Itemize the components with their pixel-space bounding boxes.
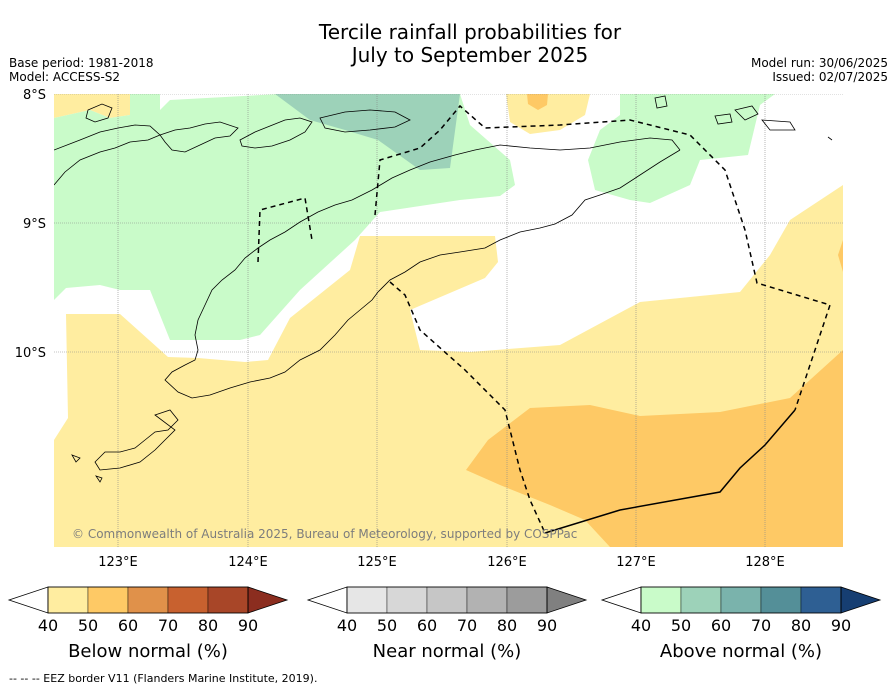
coastline-alor <box>239 117 313 149</box>
lon-label-128e: 128°E <box>745 555 785 570</box>
below-normal-60-region <box>466 350 843 547</box>
coastline-wetar <box>319 109 411 133</box>
legend-below-tick-50: 50 <box>78 616 98 635</box>
legend-above-tick-60: 60 <box>711 616 731 635</box>
legend-below-tick-90: 90 <box>238 616 258 635</box>
legend-above-normal: 40 50 60 70 80 90 Above normal (%) <box>600 586 882 662</box>
legend-above-upper-extension <box>840 586 882 614</box>
model-label: Model: ACCESS-S2 <box>9 70 121 84</box>
lon-label-123e: 123°E <box>98 555 138 570</box>
legend-below-tick-70: 70 <box>158 616 178 635</box>
lon-label-126e: 126°E <box>487 555 527 570</box>
eez-footer-note: -- -- -- EEZ border V11 (Flanders Marine… <box>9 672 318 685</box>
map-title-line1: Tercile rainfall probabilities for <box>318 20 622 44</box>
lat-label-8s: 8°S <box>23 88 46 103</box>
issued-label: Issued: 02/07/2025 <box>772 70 888 84</box>
legend-near-frame <box>346 586 548 614</box>
legend-near-upper-extension <box>546 586 588 614</box>
legend-below-tick-60: 60 <box>118 616 138 635</box>
map-title-line2: July to September 2025 <box>351 43 589 67</box>
coastline-timor <box>164 137 681 399</box>
coastline-north-small-6 <box>827 136 833 141</box>
legend-above-tick-70: 70 <box>751 616 771 635</box>
legend-above-swatch-50 <box>680 586 722 614</box>
above-normal-50-region-east <box>588 94 775 203</box>
coastline-flores-alor <box>54 124 161 186</box>
coastline-north-small-5 <box>761 119 796 131</box>
legend-below-lower-extension <box>7 586 49 614</box>
legend-above-tick-80: 80 <box>791 616 811 635</box>
legend-near-lower-extension <box>306 586 348 614</box>
legend-above-frame <box>640 586 842 614</box>
legend-above-swatch-60 <box>720 586 762 614</box>
legend-above-tick-90: 90 <box>831 616 851 635</box>
legend-near-swatch-60 <box>426 586 468 614</box>
above-normal-60-region <box>275 94 460 170</box>
coastline-sawu <box>71 454 81 463</box>
legend-below-upper-extension <box>247 586 289 614</box>
legend-near-tick-70: 70 <box>457 616 477 635</box>
lat-label-10s: 10°S <box>15 346 46 361</box>
coastline-north-islands <box>159 121 239 153</box>
copyright-notice: © Commonwealth of Australia 2025, Bureau… <box>72 527 577 541</box>
eez-border <box>257 104 831 534</box>
coastlines <box>54 95 833 483</box>
coastline-north-small-1 <box>85 103 113 123</box>
legend-above-label: Above normal (%) <box>660 641 822 662</box>
legend-above-tick-40: 40 <box>631 616 651 635</box>
legend-near-swatch-70 <box>466 586 508 614</box>
legend-above-lower-extension <box>600 586 642 614</box>
map-area: © Commonwealth of Australia 2025, Bureau… <box>54 94 843 547</box>
legend-below-tick-80: 80 <box>198 616 218 635</box>
legend-below-swatch-40 <box>47 586 89 614</box>
legend-near-tick-40: 40 <box>337 616 357 635</box>
coastline-north-small-2 <box>654 95 668 109</box>
legend-near-tick-50: 50 <box>377 616 397 635</box>
below-normal-patch-northwest <box>54 94 130 118</box>
legend-above-swatch-70 <box>760 586 802 614</box>
legend-near-tick-90: 90 <box>537 616 557 635</box>
lat-label-9s: 9°S <box>23 217 46 232</box>
legend-near-swatch-40 <box>346 586 388 614</box>
eez-border-solid-segment <box>544 409 796 534</box>
legend-below-tick-40: 40 <box>38 616 58 635</box>
below-normal-60-patch <box>527 94 548 110</box>
legend-below-frame <box>47 586 249 614</box>
eez-border-south <box>389 281 546 534</box>
coastline-north-small-3 <box>714 113 733 125</box>
legend-below-swatch-60 <box>127 586 169 614</box>
legend-near-label: Near normal (%) <box>373 641 522 662</box>
legend-below-swatch-70 <box>167 586 209 614</box>
legend-above-tick-50: 50 <box>671 616 691 635</box>
eez-border-north <box>374 104 831 411</box>
legend-above-swatch-80 <box>800 586 842 614</box>
lon-label-127e: 127°E <box>616 555 656 570</box>
legend-near-tick-80: 80 <box>497 616 517 635</box>
eez-border-oecusse <box>257 197 313 263</box>
coastline-small-sw <box>95 475 103 483</box>
legend-below-swatch-80 <box>207 586 249 614</box>
base-period-label: Base period: 1981-2018 <box>9 56 154 70</box>
legend-near-swatch-50 <box>386 586 428 614</box>
legend-below-swatch-50 <box>87 586 129 614</box>
legend-below-label: Below normal (%) <box>68 641 228 662</box>
legend-near-swatch-80 <box>506 586 548 614</box>
legend-above-swatch-40 <box>640 586 682 614</box>
lon-label-124e: 124°E <box>228 555 268 570</box>
coastline-north-small-4 <box>734 105 759 121</box>
legend-near-tick-60: 60 <box>417 616 437 635</box>
model-run-label: Model run: 30/06/2025 <box>750 56 888 70</box>
legend-below-normal: 40 50 60 70 80 90 Below normal (%) <box>7 586 289 662</box>
below-normal-60-edge <box>838 240 843 272</box>
coastline-rote <box>94 409 179 471</box>
graticule <box>54 94 843 547</box>
lon-label-125e: 125°E <box>357 555 397 570</box>
legend-near-normal: 40 50 60 70 80 90 Near normal (%) <box>306 586 588 662</box>
